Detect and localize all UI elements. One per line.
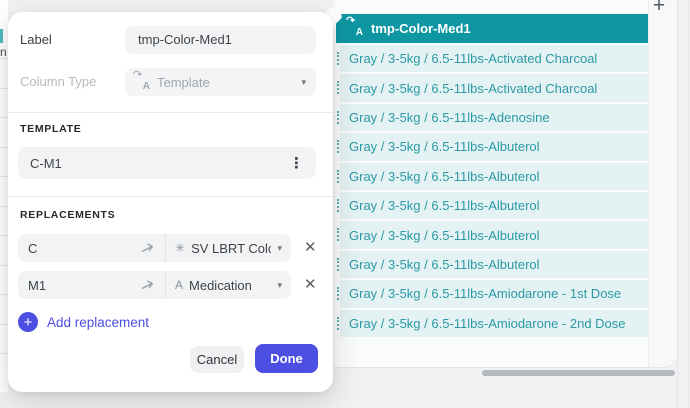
cell-value: Gray / 3-5kg / 6.5-11lbs-Albuterol (349, 139, 540, 155)
row-divider (0, 353, 8, 354)
column-type-value: Template (157, 74, 210, 90)
column-header-label: tmp-Color-Med1 (371, 21, 471, 36)
table-row[interactable]: Gray / 3-5kg / 6.5-11lbs-Albuterol (337, 221, 648, 251)
replacement-target-value: Medication (189, 277, 252, 293)
row-divider (0, 88, 8, 89)
replacement-target-select[interactable]: ✳ SV LBRT Color ▾ (166, 234, 291, 262)
add-column-button[interactable]: + (652, 0, 666, 17)
table-row[interactable]: Gray / 3-5kg / 6.5-11lbs-Amiodarone - 2n… (337, 309, 648, 339)
replacement-key-value: C (28, 240, 38, 256)
replacement-key-input[interactable]: M1 (18, 271, 165, 299)
window-edge-line (688, 0, 689, 408)
template-value-field[interactable]: C-M1 ⋮ (18, 147, 316, 179)
table-row[interactable]: Gray / 3-5kg / 6.5-11lbs-Activated Charc… (337, 45, 648, 75)
table-row[interactable]: Gray / 3-5kg / 6.5-11lbs-Albuterol (337, 250, 648, 281)
replacement-row: C ✳ SV LBRT Color ▾ ✕ (18, 234, 317, 262)
clipped-cell-fragment (0, 29, 3, 43)
row-divider (0, 58, 8, 59)
remove-replacement-button[interactable]: ✕ (304, 276, 317, 293)
maps-to-arrow-icon (141, 243, 153, 252)
cell-value: Gray / 3-5kg / 6.5-11lbs-Albuterol (349, 256, 540, 272)
cell-value: Gray / 3-5kg / 6.5-11lbs-Albuterol (349, 227, 540, 243)
clipped-text-fragment: n (0, 45, 7, 59)
cell-value: Gray / 3-5kg / 6.5-11lbs-Albuterol (349, 198, 540, 214)
select-type-icon: ✳ (175, 241, 186, 255)
replacement-target-select[interactable]: A Medication ▾ (166, 271, 291, 299)
column-type-label: Column Type (20, 74, 97, 89)
background-app-sliver: n (0, 0, 8, 392)
text-type-icon: A (175, 278, 184, 292)
plus-glyph: + (23, 313, 33, 331)
chevron-down-icon: ▾ (301, 76, 306, 87)
table-row[interactable]: Gray / 3-5kg / 6.5-11lbs-Albuterol (337, 191, 648, 222)
field-divider (165, 271, 166, 299)
column-edit-dialog: Label tmp-Color-Med1 Column Type ↷ A Tem… (8, 12, 333, 392)
row-divider (0, 176, 8, 177)
row-divider (0, 117, 8, 118)
chevron-down-icon: ▾ (277, 279, 282, 290)
column-right-border (648, 0, 649, 367)
template-section-heading: TEMPLATE (20, 123, 82, 135)
label-input[interactable]: tmp-Color-Med1 (125, 26, 316, 54)
chevron-down-icon: ▾ (277, 242, 282, 253)
template-value: C-M1 (30, 155, 62, 171)
add-replacement-button[interactable]: + Add replacement (18, 312, 149, 332)
replacement-key-input[interactable]: C (18, 234, 165, 262)
replacement-row: M1 A Medication ▾ ✕ (18, 271, 317, 299)
replacement-key-value: M1 (28, 277, 47, 293)
template-letter-glyph: A (142, 80, 150, 92)
cell-value: Gray / 3-5kg / 6.5-11lbs-Adenosine (349, 109, 550, 125)
row-divider (0, 206, 8, 207)
table-row[interactable]: Gray / 3-5kg / 6.5-11lbs-Activated Charc… (337, 74, 648, 104)
row-divider (0, 235, 8, 236)
cell-value: Gray / 3-5kg / 6.5-11lbs-Albuterol (349, 168, 540, 184)
section-divider (8, 196, 333, 197)
row-divider (0, 147, 8, 148)
table-row[interactable]: Gray / 3-5kg / 6.5-11lbs-Albuterol (337, 133, 648, 163)
cell-value: Gray / 3-5kg / 6.5-11lbs-Activated Charc… (349, 51, 598, 67)
column-type-select[interactable]: ↷ A Template ▾ (125, 68, 316, 96)
add-column-gutter (649, 0, 677, 367)
replacements-section-heading: REPLACEMENTS (20, 209, 116, 221)
row-divider (0, 294, 8, 295)
cell-value: Gray / 3-5kg / 6.5-11lbs-Amiodarone - 2n… (349, 315, 626, 331)
section-divider (8, 112, 333, 113)
done-button[interactable]: Done (255, 344, 318, 373)
table-row[interactable]: Gray / 3-5kg / 6.5-11lbs-Amiodarone - 1s… (337, 280, 648, 310)
cancel-button[interactable]: Cancel (190, 346, 244, 373)
cell-value: Gray / 3-5kg / 6.5-11lbs-Activated Charc… (349, 80, 598, 96)
field-divider (165, 234, 166, 262)
kebab-menu-icon[interactable]: ⋮ (289, 154, 304, 172)
template-arrow-glyph: ↷ (133, 68, 143, 81)
cell-value: Gray / 3-5kg / 6.5-11lbs-Amiodarone - 1s… (349, 286, 622, 302)
plus-icon: + (18, 312, 38, 332)
table-row[interactable]: Gray / 3-5kg / 6.5-11lbs-Adenosine (337, 103, 648, 134)
template-arrow-glyph: ↷ (346, 15, 356, 27)
row-divider (0, 265, 8, 266)
maps-to-arrow-icon (141, 280, 153, 289)
template-icon: ↷ A (133, 69, 150, 92)
template-icon: ↷ A (346, 16, 363, 38)
replacement-target-value: SV LBRT Color (191, 240, 272, 256)
table-panel: + ↷ A tmp-Color-Med1 Gray / 3-5kg / 6.5-… (334, 0, 677, 368)
column-header[interactable]: ↷ A tmp-Color-Med1 (336, 14, 648, 43)
table-rows: Gray / 3-5kg / 6.5-11lbs-Activated Charc… (336, 45, 648, 339)
horizontal-scrollbar[interactable] (482, 370, 675, 376)
table-row[interactable]: Gray / 3-5kg / 6.5-11lbs-Albuterol (337, 162, 648, 192)
row-divider (0, 324, 8, 325)
add-replacement-label: Add replacement (47, 314, 150, 330)
window-edge-strip (677, 0, 690, 408)
label-field-label: Label (20, 32, 52, 47)
remove-replacement-button[interactable]: ✕ (304, 239, 317, 256)
template-letter-glyph: A (355, 27, 363, 38)
